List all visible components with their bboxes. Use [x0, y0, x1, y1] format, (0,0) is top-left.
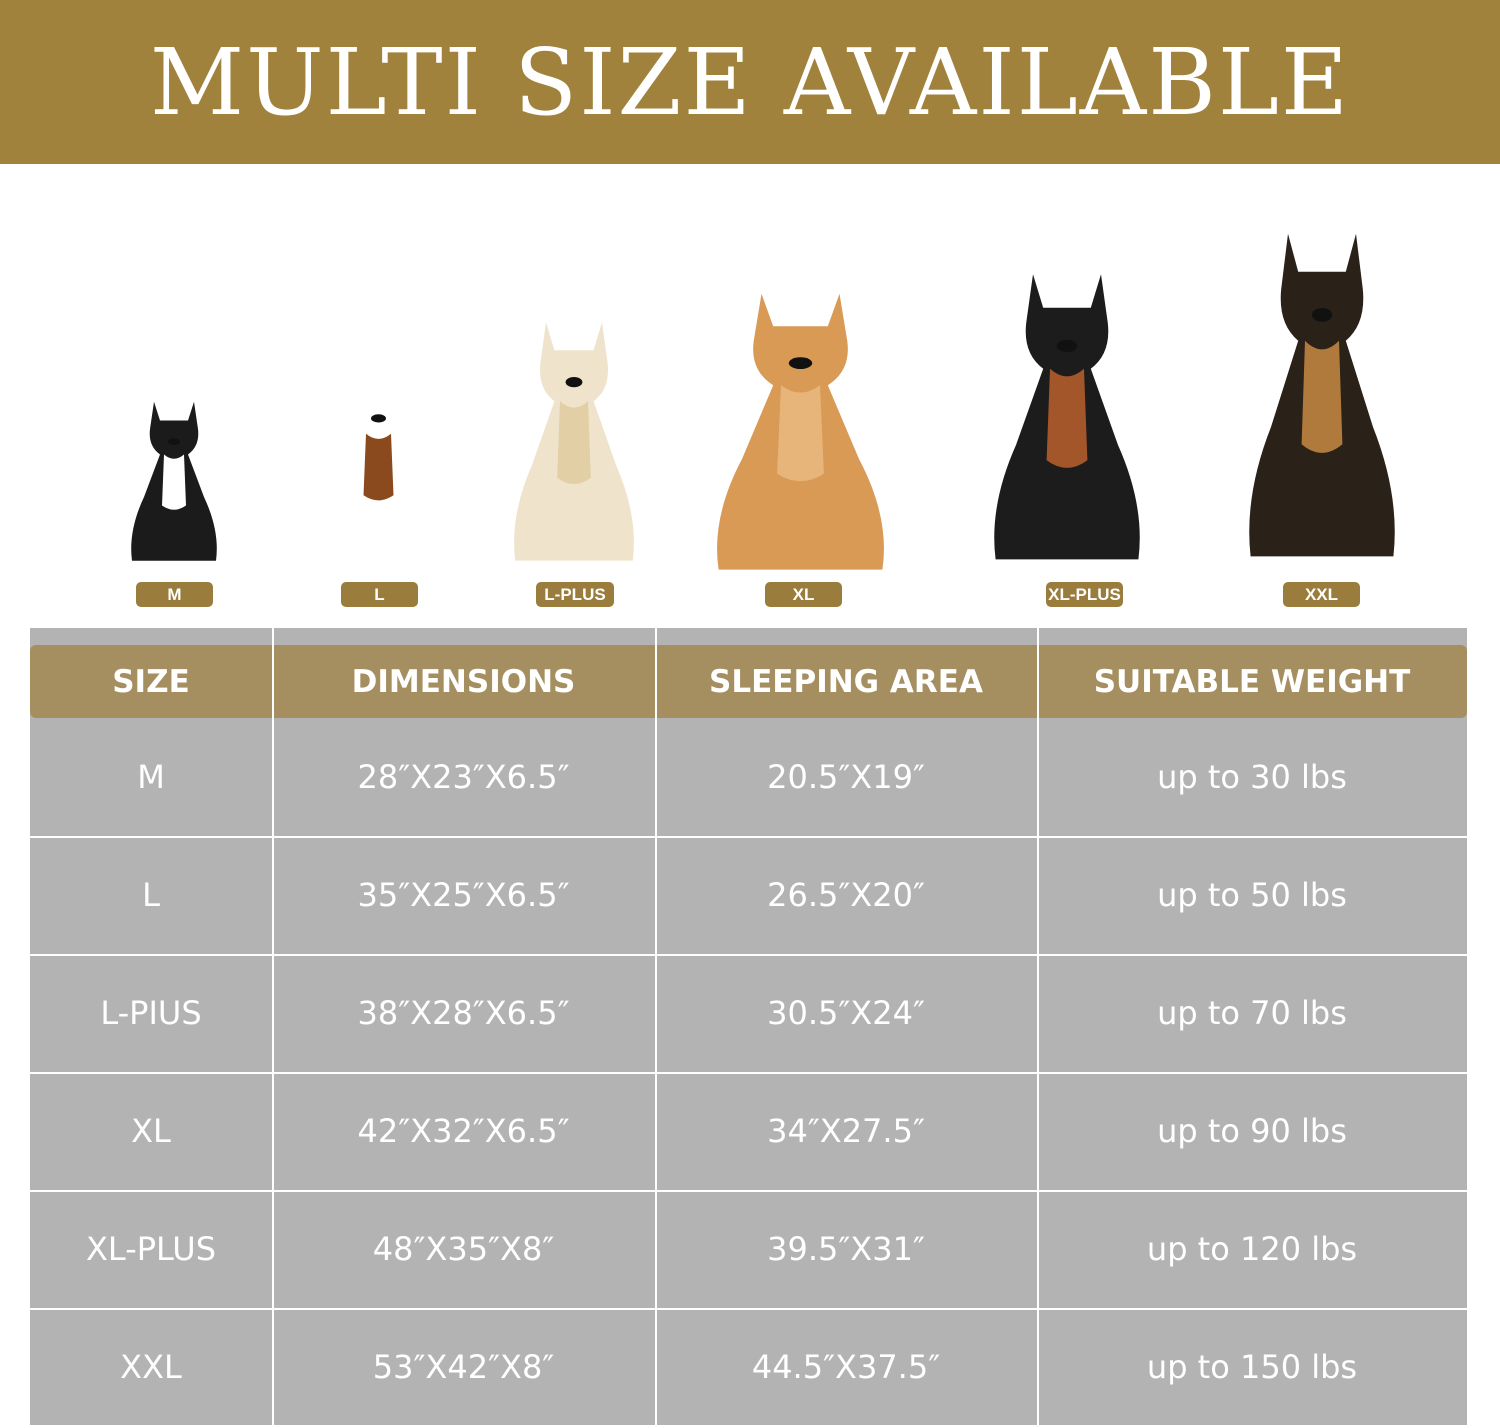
- table-cell: XXL: [120, 1348, 182, 1386]
- table-cell: up to 30 lbs: [1157, 758, 1347, 796]
- table-cell: 42″X32″X6.5″: [357, 1112, 570, 1150]
- page-title: MULTI SIZE AVAILABLE: [149, 28, 1351, 136]
- german-shepherd-image: [1237, 220, 1407, 565]
- table-cell: XL-PLUS: [86, 1230, 216, 1268]
- size-tag: XL-PLUS: [1046, 582, 1123, 607]
- table-cell: up to 150 lbs: [1146, 1348, 1358, 1386]
- column-divider: [655, 628, 657, 1425]
- row-divider: [30, 1072, 1467, 1074]
- column-header: SLEEPING AREA: [709, 663, 983, 700]
- row-divider: [30, 836, 1467, 838]
- table-header: [30, 645, 1467, 718]
- table-cell: 44.5″X37.5″: [751, 1348, 941, 1386]
- table-cell: 39.5″X31″: [767, 1230, 925, 1268]
- column-header: SIZE: [112, 663, 190, 700]
- golden-retriever-image: [703, 282, 898, 577]
- beagle-image: [316, 362, 441, 567]
- table-cell: 26.5″X20″: [767, 876, 925, 914]
- row-divider: [30, 954, 1467, 956]
- row-divider: [30, 1308, 1467, 1310]
- french-bulldog-image: [124, 395, 224, 565]
- golden-retriever-light-image: [504, 312, 644, 567]
- size-table: SIZE DIMENSIONS SLEEPING AREA SUITABLE WEIG…: [30, 628, 1467, 1425]
- table-cell: 35″X25″X6.5″: [357, 876, 570, 914]
- table-cell: L: [142, 876, 160, 914]
- table-cell: M: [137, 758, 165, 796]
- doberman-image: [982, 262, 1152, 567]
- table-cell: 30.5″X24″: [767, 994, 925, 1032]
- column-header: DIMENSIONS: [351, 663, 576, 700]
- size-tag: XXL: [1283, 582, 1360, 607]
- table-cell: up to 50 lbs: [1157, 876, 1347, 914]
- table-cell: up to 90 lbs: [1157, 1112, 1347, 1150]
- size-tag: L: [341, 582, 418, 607]
- table-cell: 38″X28″X6.5″: [357, 994, 570, 1032]
- table-cell: 48″X35″X8″: [372, 1230, 555, 1268]
- size-tag: XL: [765, 582, 842, 607]
- size-tag: L-PLUS: [536, 582, 614, 607]
- column-header: SUITABLE WEIGHT: [1093, 663, 1411, 700]
- table-cell: XL: [131, 1112, 171, 1150]
- column-divider: [272, 628, 274, 1425]
- column-divider: [1037, 628, 1039, 1425]
- table-cell: up to 70 lbs: [1157, 994, 1347, 1032]
- title-banner: MULTI SIZE AVAILABLE: [0, 0, 1500, 164]
- table-cell: 53″X42″X8″: [372, 1348, 555, 1386]
- table-cell: up to 120 lbs: [1146, 1230, 1358, 1268]
- row-divider: [30, 1190, 1467, 1192]
- table-cell: 20.5″X19″: [767, 758, 925, 796]
- table-cell: 34″X27.5″: [767, 1112, 925, 1150]
- table-cell: L-PIUS: [100, 994, 202, 1032]
- table-cell: 28″X23″X6.5″: [357, 758, 570, 796]
- size-tag: M: [136, 582, 213, 607]
